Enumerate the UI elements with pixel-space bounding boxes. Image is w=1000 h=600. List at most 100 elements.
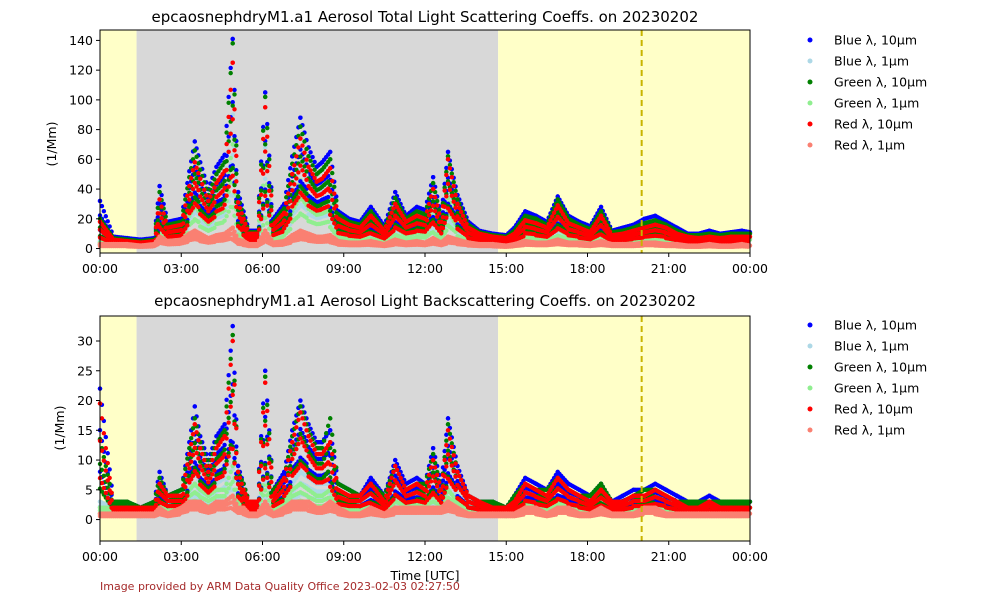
data-point [224,193,229,198]
data-point [440,225,446,231]
data-point [296,170,301,175]
data-point [183,197,188,202]
data-point [239,211,244,216]
data-point [258,188,264,193]
data-point [432,209,438,214]
data-point [308,150,313,155]
data-point [222,152,227,158]
data-point [304,146,309,152]
data-point [523,209,528,214]
data-point [204,205,209,210]
data-point [232,148,237,153]
data-point [332,191,337,196]
data-point [451,180,456,185]
data-point [196,187,201,193]
data-point [214,172,219,177]
data-point [296,205,301,211]
data-point [288,226,293,232]
data-point [190,168,196,173]
data-point [332,221,337,226]
data-point [296,195,301,200]
shade-day-0 [100,30,137,253]
data-point [319,160,325,165]
data-point [188,192,194,197]
data-point [533,216,539,222]
data-point [304,197,309,203]
data-point [196,204,201,210]
data-point [230,173,235,179]
data-point [194,154,199,160]
data-point [234,153,239,159]
data-point [302,172,307,178]
data-point [200,197,205,203]
data-point [426,201,432,207]
data-point [224,123,229,129]
data-point [232,92,237,97]
data-point [445,181,451,187]
data-point [260,222,266,228]
data-point [368,204,374,210]
data-point [265,134,270,139]
data-point [422,223,428,228]
data-point [444,172,449,178]
data-point [310,154,315,160]
data-point [232,137,237,142]
data-point [439,231,444,236]
data-point [288,166,293,171]
data-point [286,205,291,210]
data-point [288,216,293,221]
data-point [265,221,270,226]
data-point [163,218,168,223]
data-point [103,214,109,219]
data-point [161,211,166,216]
data-point [265,125,270,131]
data-point [283,195,289,200]
data-point [325,219,331,224]
data-point [212,225,217,231]
data-point [308,168,313,173]
data-point [212,177,217,182]
panel1-title: epcaosnephdryM1.a1 Aerosol Total Light S… [152,8,699,26]
data-point [328,208,333,214]
data-point [212,214,217,220]
total-scattering-panel: epcaosnephdryM1.a1 Aerosol Total Light S… [44,8,927,276]
data-point [157,183,162,189]
data-point [653,218,658,223]
data-point [447,187,453,193]
data-point [267,213,272,218]
data-point [334,198,339,203]
data-point [312,175,317,181]
data-point [300,168,305,173]
data-point [298,124,303,129]
data-point [319,167,325,172]
data-point [288,181,293,187]
data-point [230,117,235,122]
data-point [222,197,227,202]
data-point [328,149,333,155]
data-point [281,218,287,223]
data-point [300,159,305,164]
data-point [185,223,190,228]
data-point [265,121,270,127]
data-point [424,209,430,214]
data-point [187,197,192,202]
data-point [302,164,307,169]
data-point [155,218,160,223]
data-point [642,216,647,222]
data-point [265,203,270,208]
data-point [260,128,266,133]
data-point [314,172,319,177]
data-point [226,149,231,155]
data-point [230,205,235,210]
data-point [428,194,434,199]
data-point [224,130,229,135]
data-point [260,171,266,176]
data-point [393,189,398,195]
data-point [598,204,604,210]
data-point [194,165,199,170]
data-point [442,188,447,193]
data-point [414,204,420,210]
data-point [188,175,194,181]
data-point [157,189,162,195]
data-point [332,184,337,190]
